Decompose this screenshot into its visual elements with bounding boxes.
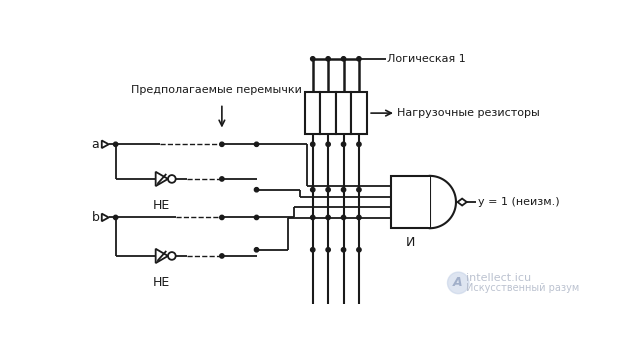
Text: &: & (402, 194, 416, 209)
Circle shape (168, 252, 176, 260)
Text: Предполагаемые перемычки: Предполагаемые перемычки (131, 86, 302, 95)
Circle shape (341, 57, 346, 61)
Circle shape (220, 142, 224, 147)
Circle shape (220, 215, 224, 220)
Circle shape (357, 142, 361, 147)
Circle shape (326, 142, 330, 147)
Bar (336, 92, 351, 134)
Circle shape (311, 142, 315, 147)
Polygon shape (156, 249, 168, 263)
Circle shape (254, 248, 259, 252)
Circle shape (357, 248, 361, 252)
Circle shape (254, 187, 259, 192)
Text: b: b (92, 211, 100, 224)
Circle shape (254, 142, 259, 147)
Polygon shape (102, 214, 108, 221)
Circle shape (311, 187, 315, 192)
Circle shape (326, 187, 330, 192)
Circle shape (447, 272, 469, 294)
Polygon shape (102, 141, 108, 148)
Polygon shape (156, 172, 168, 186)
Circle shape (341, 187, 346, 192)
Circle shape (357, 57, 361, 61)
Circle shape (326, 57, 330, 61)
Text: y = 1 (неизм.): y = 1 (неизм.) (477, 197, 559, 207)
Circle shape (311, 248, 315, 252)
Text: Искусственный разум: Искусственный разум (466, 283, 579, 293)
Circle shape (113, 215, 118, 220)
Text: НЕ: НЕ (153, 276, 171, 289)
Bar (351, 92, 367, 134)
Bar (305, 92, 320, 134)
Text: И: И (406, 236, 415, 249)
Circle shape (341, 142, 346, 147)
Circle shape (220, 177, 224, 181)
Bar (428, 177, 430, 228)
Text: a: a (92, 138, 100, 151)
Circle shape (357, 187, 361, 192)
Bar (391, 176, 430, 228)
Text: НЕ: НЕ (153, 199, 171, 212)
Circle shape (341, 215, 346, 220)
Text: Логическая 1: Логическая 1 (388, 54, 466, 64)
Circle shape (326, 248, 330, 252)
Circle shape (341, 248, 346, 252)
Circle shape (326, 215, 330, 220)
Text: Нагрузочные резисторы: Нагрузочные резисторы (397, 108, 540, 118)
Polygon shape (457, 199, 467, 206)
Circle shape (311, 57, 315, 61)
Bar (320, 92, 336, 134)
Circle shape (113, 142, 118, 147)
Text: intellect.icu: intellect.icu (466, 273, 531, 283)
Circle shape (311, 215, 315, 220)
Circle shape (220, 254, 224, 258)
Circle shape (357, 215, 361, 220)
Circle shape (168, 175, 176, 183)
Circle shape (254, 215, 259, 220)
Text: A: A (453, 276, 462, 289)
